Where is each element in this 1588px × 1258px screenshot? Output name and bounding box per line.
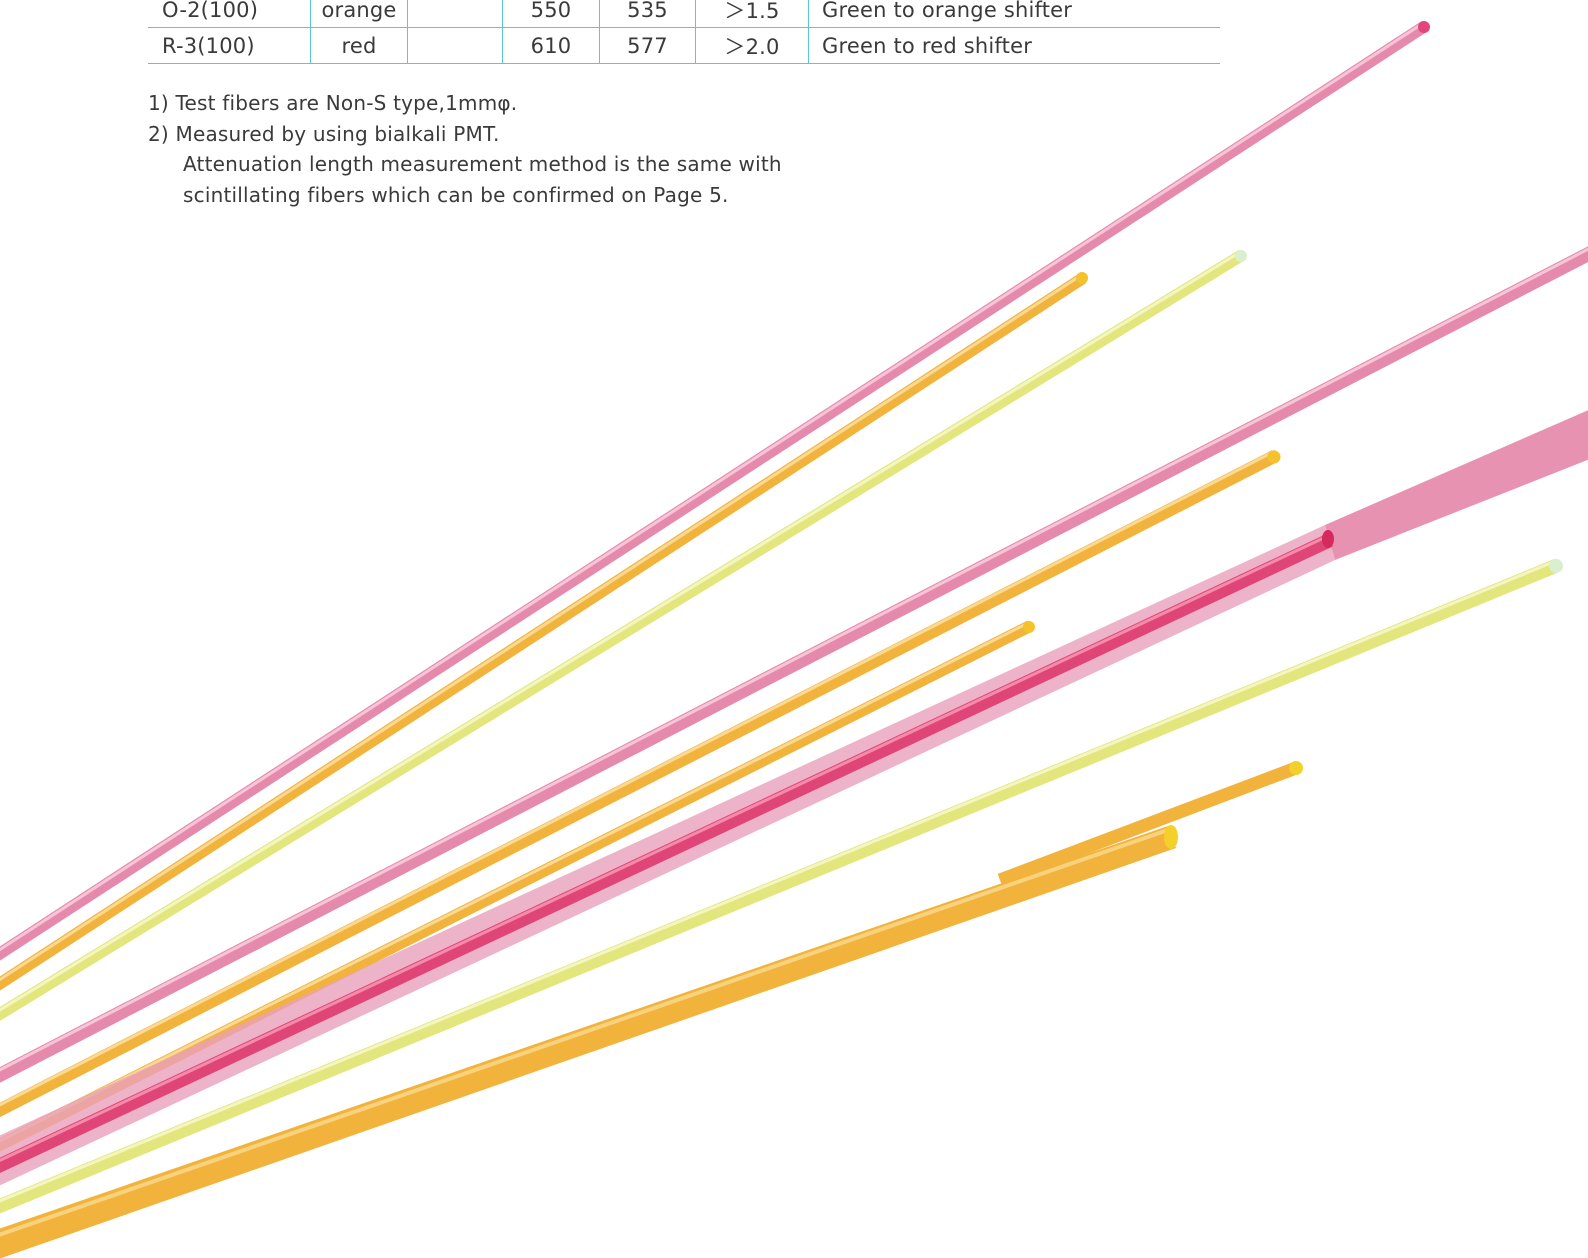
table-row: R-3(100) red 610 577 ＞2.0 Green to red s… — [148, 27, 1220, 64]
fiber-magenta-tip — [1322, 530, 1334, 548]
fiber-yellow-1-tip — [1235, 250, 1247, 262]
fiber-orange-wide-tip — [1164, 825, 1178, 849]
fiber-pink-2 — [0, 246, 1588, 1083]
cell-color: red — [310, 27, 408, 64]
fiber-magenta — [0, 533, 1333, 1174]
fiber-orange-2 — [0, 450, 1278, 1118]
fiber-orange-4 — [997, 761, 1299, 887]
cell-name: O-2(100) — [148, 0, 311, 28]
cell-attenuation: ＞1.5 — [695, 0, 809, 28]
footnotes: 1) Test fibers are Non-S type,1mmφ. 2) M… — [148, 88, 782, 210]
fiber-orange-wide-highlight — [0, 828, 1169, 1237]
spec-table: O-2(100) orange 550 535 ＞1.5 Green to or… — [148, 0, 1220, 64]
fiber-orange-3-highlight — [0, 620, 1031, 1143]
cell-blank — [407, 0, 503, 28]
cell-blank — [407, 27, 503, 64]
cell-name: R-3(100) — [148, 27, 311, 64]
fiber-orange-3-tip — [1023, 621, 1035, 633]
cell-use: Green to red shifter — [808, 27, 1220, 64]
cell-absorption: 535 — [599, 0, 696, 28]
fiber-orange-1-tip — [1076, 272, 1088, 284]
fiber-magenta-highlight — [0, 533, 1331, 1162]
footnote-1: 1) Test fibers are Non-S type,1mmφ. — [148, 91, 518, 115]
cell-emission: 550 — [502, 0, 600, 28]
fiber-yellow-1 — [0, 249, 1246, 1021]
footnote-2-line-3: scintillating fibers which can be confir… — [183, 182, 729, 207]
cell-absorption: 577 — [599, 27, 696, 64]
fiber-orange-1-highlight — [0, 272, 1084, 982]
footnote-2-line-2: Attenuation length measurement method is… — [183, 152, 782, 176]
fiber-yellow-2 — [0, 558, 1561, 1214]
fiber-orange-4-tip — [1289, 761, 1303, 775]
fiber-pink-1 — [0, 20, 1429, 961]
fiber-pink-wide — [1325, 410, 1588, 560]
cell-emission: 610 — [502, 27, 600, 64]
fiber-yellow-2-tip — [1549, 559, 1563, 573]
cell-color: orange — [310, 0, 408, 28]
fiber-yellow-2-highlight — [0, 558, 1559, 1203]
fiber-pink-1-highlight — [0, 20, 1426, 952]
footnote-2: 2) Measured by using bialkali PMT. — [148, 121, 500, 146]
fiber-orange-1 — [0, 272, 1087, 991]
fiber-orange-2-highlight — [0, 449, 1276, 1107]
cell-attenuation: ＞2.0 — [695, 27, 809, 64]
cell-use: Green to orange shifter — [808, 0, 1220, 28]
fiber-yellow-1-highlight — [0, 249, 1243, 1012]
table-row: O-2(100) orange 550 535 ＞1.5 Green to or… — [148, 0, 1220, 28]
fiber-orange-2-tip — [1267, 450, 1281, 464]
fiber-pink-1-tip — [1418, 21, 1430, 33]
fiber-pink-2-highlight — [0, 247, 1588, 1072]
fiber-orange-wide — [0, 826, 1176, 1258]
